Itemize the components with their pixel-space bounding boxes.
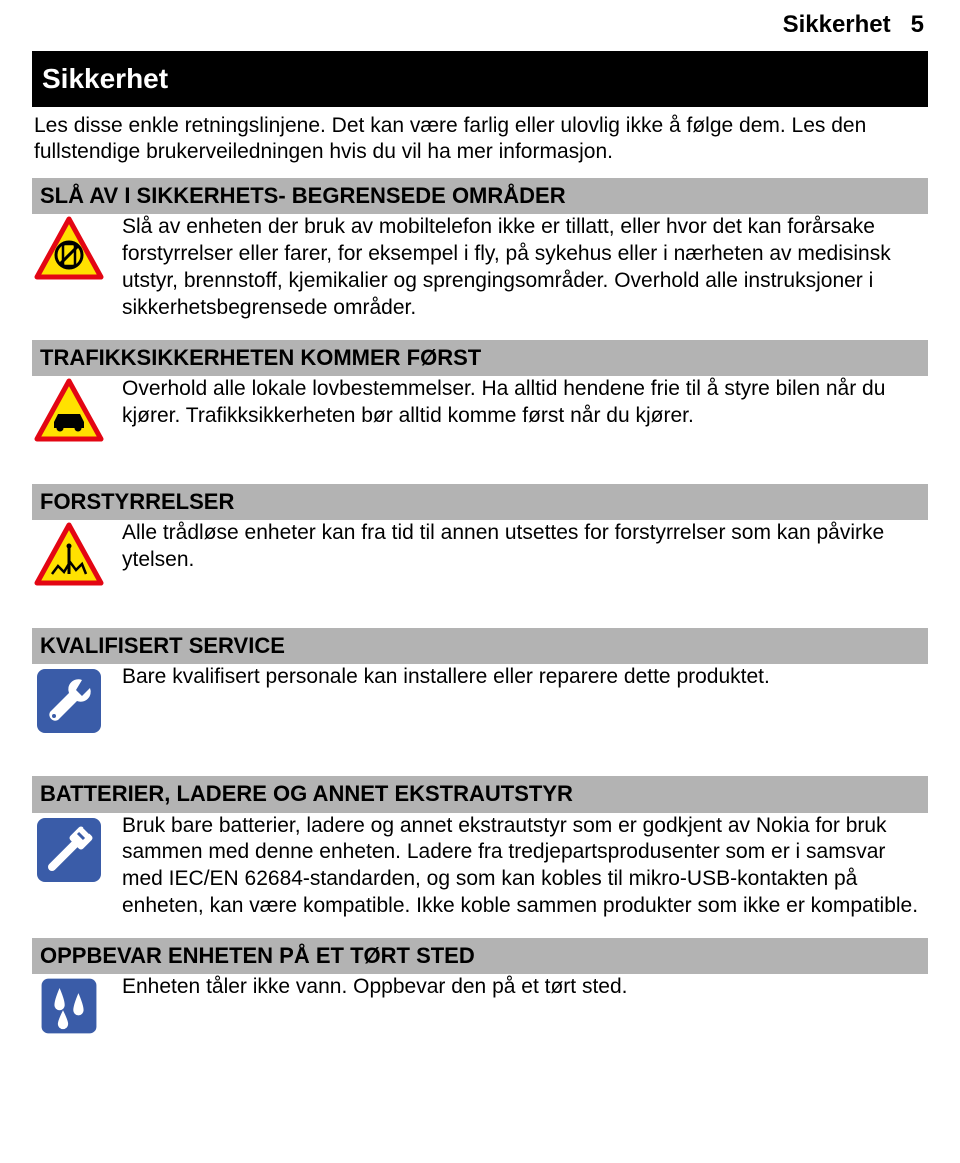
water-icon [32, 974, 122, 1036]
section-heading-traffic: TRAFIKKSIKKERHETEN KOMMER FØRST [32, 340, 928, 376]
page: Sikkerhet 5 Sikkerhet Les disse enkle ret… [0, 0, 960, 1076]
running-header: Sikkerhet 5 [32, 10, 928, 41]
car-icon [32, 376, 122, 444]
intro-text: Les disse enkle retningslinjene. Det kan… [34, 113, 926, 167]
section-heading-service: KVALIFISERT SERVICE [32, 628, 928, 664]
header-label: Sikkerhet [783, 11, 891, 38]
section-heading-interference: FORSTYRRELSER [32, 484, 928, 520]
section-heading-batteries: BATTERIER, LADERE OG ANNET EKSTRAUTSTYR [32, 776, 928, 812]
section-heading-dry: OPPBEVAR ENHETEN PÅ ET TØRT STED [32, 938, 928, 974]
page-title: Sikkerhet [32, 51, 928, 107]
charger-icon [32, 813, 122, 885]
section-row: Slå av enheten der bruk av mobiltelefon … [32, 214, 928, 322]
section-row: Bruk bare batterier, ladere og annet eks… [32, 813, 928, 921]
section-body-batteries: Bruk bare batterier, ladere og annet eks… [122, 813, 928, 921]
section-row: Enheten tåler ikke vann. Oppbevar den på… [32, 974, 928, 1036]
section-body-service: Bare kvalifisert personale kan installer… [122, 664, 928, 691]
section-row: Alle trådløse enheter kan fra tid til an… [32, 520, 928, 588]
section-heading-restricted: SLÅ AV I SIKKERHETS- BEGRENSEDE OMRÅDER [32, 178, 928, 214]
wrench-icon [32, 664, 122, 736]
section-body-restricted: Slå av enheten der bruk av mobiltelefon … [122, 214, 928, 322]
section-body-interference: Alle trådløse enheter kan fra tid til an… [122, 520, 928, 574]
no-phone-icon [32, 214, 122, 282]
section-body-dry: Enheten tåler ikke vann. Oppbevar den på… [122, 974, 928, 1001]
section-row: Bare kvalifisert personale kan installer… [32, 664, 928, 736]
header-page: 5 [911, 11, 924, 38]
section-row: Overhold alle lokale lovbestemmelser. Ha… [32, 376, 928, 444]
section-body-traffic: Overhold alle lokale lovbestemmelser. Ha… [122, 376, 928, 430]
interference-icon [32, 520, 122, 588]
